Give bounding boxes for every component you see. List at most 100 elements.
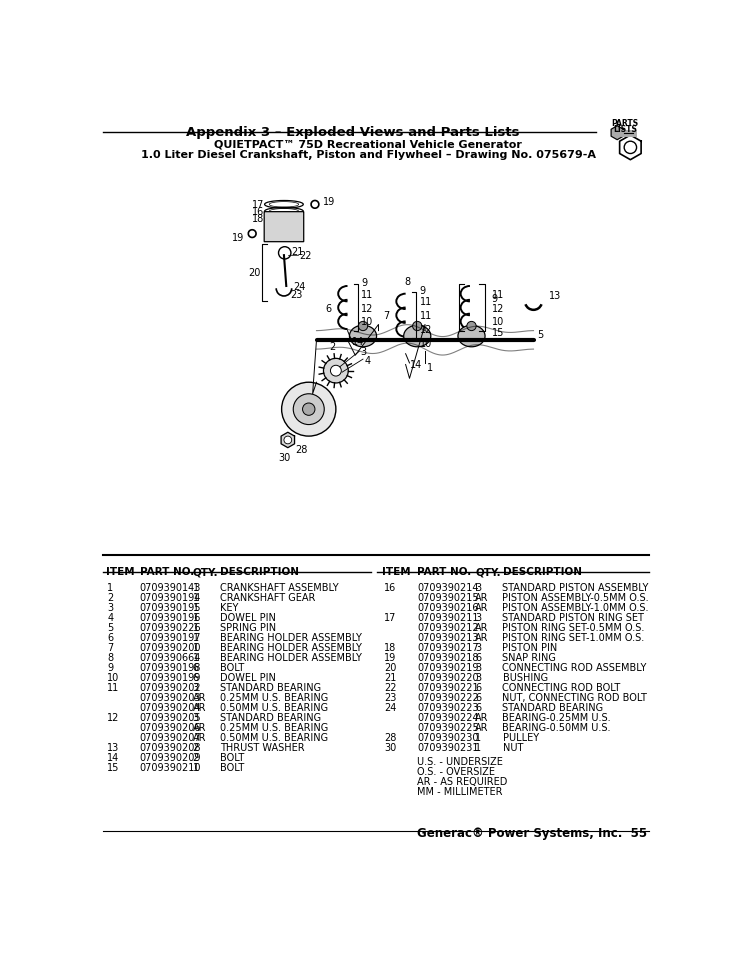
Text: 6: 6	[107, 632, 113, 642]
Text: STANDARD BEARING: STANDARD BEARING	[219, 682, 321, 692]
Text: PISTON ASSEMBLY-0.5MM O.S.: PISTON ASSEMBLY-0.5MM O.S.	[503, 592, 649, 602]
Text: AR: AR	[476, 722, 489, 732]
Text: 2: 2	[192, 752, 199, 762]
Text: 14: 14	[352, 337, 364, 347]
Text: 0709390206: 0709390206	[139, 722, 201, 732]
Text: 0709390221: 0709390221	[417, 682, 479, 692]
Circle shape	[467, 322, 476, 332]
Text: 11: 11	[420, 311, 432, 321]
Text: 1: 1	[192, 632, 199, 642]
Text: 20: 20	[248, 268, 261, 278]
Text: SPRING PIN: SPRING PIN	[219, 622, 276, 632]
Text: 1: 1	[192, 622, 199, 632]
Text: DESCRIPTION: DESCRIPTION	[219, 567, 299, 577]
Text: BEARING-0.25MM U.S.: BEARING-0.25MM U.S.	[503, 712, 611, 722]
Text: 10: 10	[361, 317, 374, 327]
Text: 0709390207: 0709390207	[139, 732, 201, 742]
Text: 15: 15	[492, 328, 504, 337]
Text: 3: 3	[360, 346, 367, 356]
Text: 0709390664: 0709390664	[139, 652, 201, 662]
Circle shape	[358, 322, 368, 332]
Text: 0709390198: 0709390198	[139, 662, 201, 672]
Text: 1: 1	[192, 642, 199, 652]
Text: PISTON PIN: PISTON PIN	[503, 642, 558, 652]
Text: 14: 14	[107, 752, 120, 762]
Text: AR: AR	[476, 592, 489, 602]
Text: PISTON RING SET-1.0MM O.S.: PISTON RING SET-1.0MM O.S.	[503, 632, 644, 642]
Text: PULLEY: PULLEY	[503, 732, 539, 742]
Circle shape	[284, 436, 291, 444]
Text: STANDARD BEARING: STANDARD BEARING	[503, 702, 603, 712]
Text: 23: 23	[384, 692, 396, 702]
Text: 6: 6	[325, 303, 331, 314]
Text: 18: 18	[384, 642, 396, 652]
Text: 19: 19	[232, 233, 244, 242]
Text: STANDARD BEARING: STANDARD BEARING	[219, 712, 321, 722]
Text: AR: AR	[476, 712, 489, 722]
Text: PART NO.: PART NO.	[139, 567, 194, 577]
Text: U.S. - UNDERSIZE: U.S. - UNDERSIZE	[417, 757, 503, 766]
Text: 1: 1	[192, 582, 199, 592]
FancyBboxPatch shape	[264, 213, 304, 242]
Text: 1: 1	[192, 652, 199, 662]
Text: 8: 8	[404, 277, 410, 287]
Text: Appendix 3 – Exploded Views and Parts Lists: Appendix 3 – Exploded Views and Parts Li…	[186, 126, 520, 139]
Text: 0709390197: 0709390197	[139, 632, 201, 642]
Circle shape	[302, 403, 315, 416]
Text: 9: 9	[361, 278, 368, 288]
Text: PART NO.: PART NO.	[417, 567, 471, 577]
Text: 0709390202: 0709390202	[139, 682, 201, 692]
Text: 0709390204: 0709390204	[139, 702, 201, 712]
Text: ITEM: ITEM	[382, 567, 411, 577]
Text: 6: 6	[192, 672, 199, 682]
Text: 0709390220: 0709390220	[417, 672, 479, 682]
Text: BOLT: BOLT	[219, 662, 244, 672]
Text: 3: 3	[476, 582, 482, 592]
Text: 11: 11	[107, 682, 120, 692]
Text: 23: 23	[290, 290, 302, 299]
Text: 0709390143: 0709390143	[139, 582, 201, 592]
Text: 2: 2	[329, 342, 335, 352]
Text: AR: AR	[192, 732, 206, 742]
Text: BUSHING: BUSHING	[503, 672, 548, 682]
Text: 0709390231: 0709390231	[417, 742, 479, 752]
Text: 1.0 Liter Diesel Crankshaft, Piston and Flywheel – Drawing No. 075679-A: 1.0 Liter Diesel Crankshaft, Piston and …	[141, 150, 596, 160]
Text: 0709390216: 0709390216	[417, 602, 479, 612]
Text: DESCRIPTION: DESCRIPTION	[503, 567, 581, 577]
Text: 0709390211: 0709390211	[417, 612, 479, 622]
Text: 1: 1	[192, 592, 199, 602]
Text: 4: 4	[107, 612, 113, 622]
Text: 0709390224: 0709390224	[417, 712, 479, 722]
Text: 30: 30	[384, 742, 396, 752]
Text: AR: AR	[192, 722, 206, 732]
Text: 0.25MM U.S. BEARING: 0.25MM U.S. BEARING	[219, 692, 328, 702]
Text: 22: 22	[384, 682, 396, 692]
Text: 0.50MM U.S. BEARING: 0.50MM U.S. BEARING	[219, 702, 328, 712]
Circle shape	[330, 366, 341, 376]
Text: 0709390223: 0709390223	[417, 702, 479, 712]
Circle shape	[294, 395, 324, 425]
Ellipse shape	[404, 326, 431, 348]
Text: 24: 24	[294, 282, 305, 292]
Text: 10: 10	[107, 672, 120, 682]
Circle shape	[413, 322, 422, 332]
Text: 2: 2	[107, 592, 114, 602]
Circle shape	[282, 383, 336, 436]
Text: 0709390214: 0709390214	[417, 582, 479, 592]
Text: O.S. - OVERSIZE: O.S. - OVERSIZE	[417, 766, 495, 777]
Text: CONNECTING ROD BOLT: CONNECTING ROD BOLT	[503, 682, 621, 692]
Text: 17: 17	[384, 612, 396, 622]
Text: 0709390194: 0709390194	[139, 592, 201, 602]
Text: 11: 11	[361, 290, 374, 299]
Text: Generac® Power Systems, Inc.  55: Generac® Power Systems, Inc. 55	[416, 826, 647, 839]
Text: 1: 1	[426, 362, 432, 373]
Text: BOLT: BOLT	[219, 752, 244, 762]
Ellipse shape	[349, 326, 377, 348]
Text: 0709390218: 0709390218	[417, 652, 479, 662]
Text: 0709390196: 0709390196	[139, 612, 201, 622]
Text: NUT: NUT	[503, 742, 523, 752]
Text: 3: 3	[192, 712, 199, 722]
Text: 7: 7	[383, 311, 389, 321]
Ellipse shape	[458, 326, 485, 348]
Text: 1: 1	[192, 602, 199, 612]
